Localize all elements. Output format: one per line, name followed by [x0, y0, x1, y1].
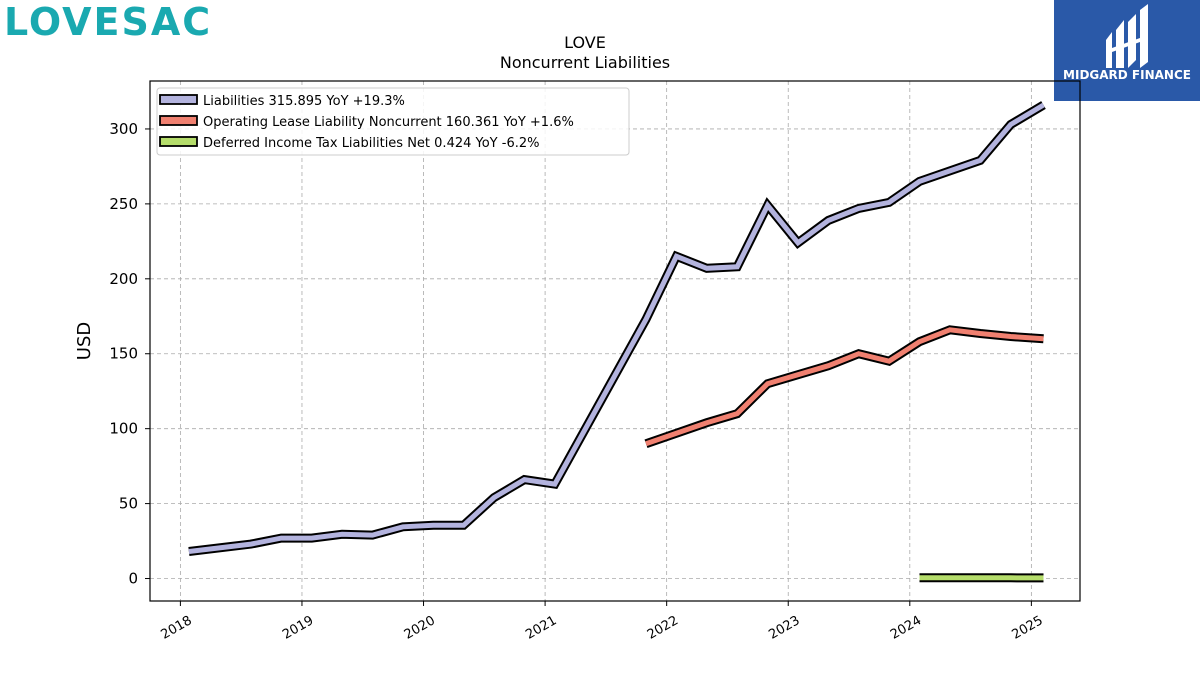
x-tick-label: 2025: [1010, 613, 1046, 643]
series-line-outline: [188, 101, 1046, 556]
series-lines: [188, 101, 1046, 583]
y-tick-label: 0: [128, 570, 138, 588]
series-line-outline: [644, 325, 1044, 448]
series-2: [644, 325, 1044, 448]
grid: [150, 81, 1080, 601]
logo-symbol-icon: [1106, 4, 1148, 68]
y-tick-label: 150: [109, 345, 138, 363]
midgard-finance-logo-mark: [1054, 0, 1200, 101]
logo-background: [1054, 0, 1200, 101]
x-tick-label: 2021: [523, 613, 559, 643]
legend-swatch: [159, 115, 198, 126]
y-tick-label: 100: [109, 420, 138, 438]
y-tick-label: 250: [109, 195, 138, 213]
x-tick-label: 2019: [280, 613, 316, 643]
midgard-finance-label: MIDGARD FINANCE: [1063, 68, 1191, 82]
legend-swatch: [159, 94, 198, 105]
series-line: [645, 327, 1044, 447]
x-tick-label: 2024: [888, 613, 924, 643]
chart-title: LOVE: [564, 33, 606, 52]
axes: 2018 2019 2020 2021 2022 2023 2024 2025 0 50 100 15…: [109, 120, 1045, 643]
x-tick-label: 2018: [159, 613, 195, 643]
lovesac-logo: LOVESAC: [4, 0, 213, 44]
series-1: [188, 101, 1046, 556]
legend: Liabilities 315.895 YoY +19.3% Operating …: [156, 87, 630, 156]
chart-subtitle: Noncurrent Liabilities: [500, 53, 670, 72]
x-tick-label: 2022: [645, 613, 681, 643]
legend-swatch: [159, 136, 198, 147]
x-tick-label: 2023: [766, 613, 802, 643]
y-tick-label: 200: [109, 270, 138, 288]
plot-area-frame: [149, 80, 1081, 602]
legend-label: Liabilities 315.895 YoY +19.3%: [203, 94, 405, 109]
x-tick-label: 2020: [402, 613, 438, 643]
legend-label: Deferred Income Tax Liabilities Net 0.42…: [203, 136, 539, 151]
midgard-finance-logo: MIDGARD FINANCE: [1054, 0, 1200, 101]
legend-label: Operating Lease Liability Noncurrent 160…: [203, 115, 574, 130]
series-line: [188, 102, 1045, 554]
y-axis-label: USD: [74, 322, 95, 360]
y-tick-label: 50: [119, 495, 138, 513]
y-tick-label: 300: [109, 120, 138, 138]
legend-box: [156, 87, 630, 156]
